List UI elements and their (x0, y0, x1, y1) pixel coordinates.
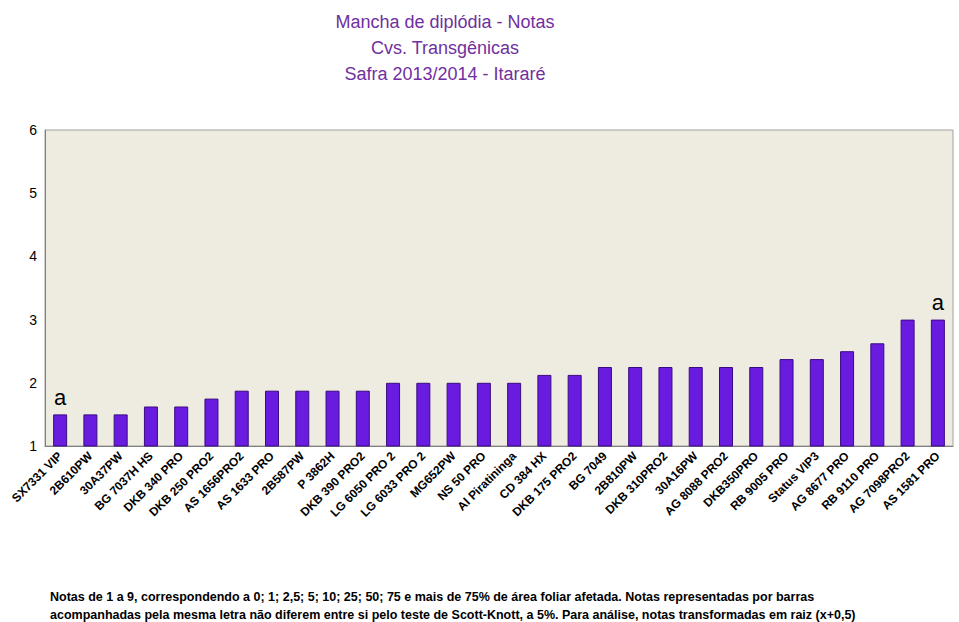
svg-text:DKB 250 PRO2: DKB 250 PRO2 (146, 449, 217, 520)
svg-text:4: 4 (29, 248, 37, 264)
svg-text:DKB 175 PRO2: DKB 175 PRO2 (509, 449, 580, 520)
svg-text:DKB 390 PRO2: DKB 390 PRO2 (297, 449, 368, 520)
svg-text:LG 6033 PRO 2: LG 6033 PRO 2 (357, 449, 429, 520)
svg-text:2: 2 (29, 375, 37, 391)
svg-text:1: 1 (29, 438, 37, 454)
svg-text:AG 8677 PRO: AG 8677 PRO (787, 449, 852, 514)
svg-text:Cvs. Transgênicas: Cvs. Transgênicas (371, 38, 519, 58)
svg-text:RB 9005 PRO: RB 9005 PRO (727, 449, 792, 514)
svg-text:AG 8088 PRO2: AG 8088 PRO2 (661, 449, 731, 519)
svg-text:SX7331 VIP: SX7331 VIP (9, 449, 66, 506)
svg-text:AS 1581 PRO: AS 1581 PRO (879, 449, 943, 513)
svg-text:Status VIP3: Status VIP3 (765, 449, 822, 506)
svg-text:2B610PW: 2B610PW (46, 449, 96, 498)
svg-text:AG 7098PRO2: AG 7098PRO2 (845, 449, 913, 516)
svg-text:a: a (932, 290, 945, 315)
svg-text:Al Piratininga: Al Piratininga (454, 449, 520, 514)
svg-text:RB 9110 PRO: RB 9110 PRO (818, 449, 883, 513)
svg-text:BG 7049: BG 7049 (566, 449, 610, 493)
svg-text:30A37PW: 30A37PW (77, 449, 126, 498)
svg-text:LG 6050 PRO 2: LG 6050 PRO 2 (327, 449, 398, 520)
svg-text:30A16PW: 30A16PW (652, 449, 701, 498)
svg-text:3: 3 (29, 312, 37, 328)
svg-text:DKB 310PRO2: DKB 310PRO2 (602, 449, 671, 517)
svg-text:DKB350PRO: DKB350PRO (700, 449, 762, 510)
svg-text:2B587PW: 2B587PW (259, 449, 308, 498)
svg-text:AS 1633 PRO: AS 1633 PRO (213, 449, 277, 513)
svg-text:BG 7037H HS: BG 7037H HS (91, 449, 156, 514)
svg-text:P 3862H: P 3862H (294, 449, 338, 492)
svg-text:AS 1656PRO2: AS 1656PRO2 (180, 449, 247, 515)
svg-text:NS 50 PRO: NS 50 PRO (434, 449, 489, 504)
svg-text:Notas de 1 a 9, correspondendo: Notas de 1 a 9, correspondendo a 0; 1; 2… (50, 590, 818, 604)
svg-text:5: 5 (29, 185, 37, 201)
svg-text:CD 384 HX: CD 384 HX (496, 449, 550, 502)
svg-text:Safra 2013/2014 - Itararé: Safra 2013/2014 - Itararé (344, 64, 545, 84)
svg-text:6: 6 (29, 122, 37, 138)
svg-text:Mancha de diplódia - Notas: Mancha de diplódia - Notas (335, 12, 554, 32)
svg-text:DKB 340 PRO: DKB 340 PRO (120, 449, 187, 515)
svg-text:a: a (54, 385, 67, 410)
svg-text:MG652PW: MG652PW (407, 449, 459, 501)
svg-text:acompanhadas pela mesma letra: acompanhadas pela mesma letra não difere… (50, 608, 856, 622)
svg-text:2B810PW: 2B810PW (591, 449, 641, 498)
